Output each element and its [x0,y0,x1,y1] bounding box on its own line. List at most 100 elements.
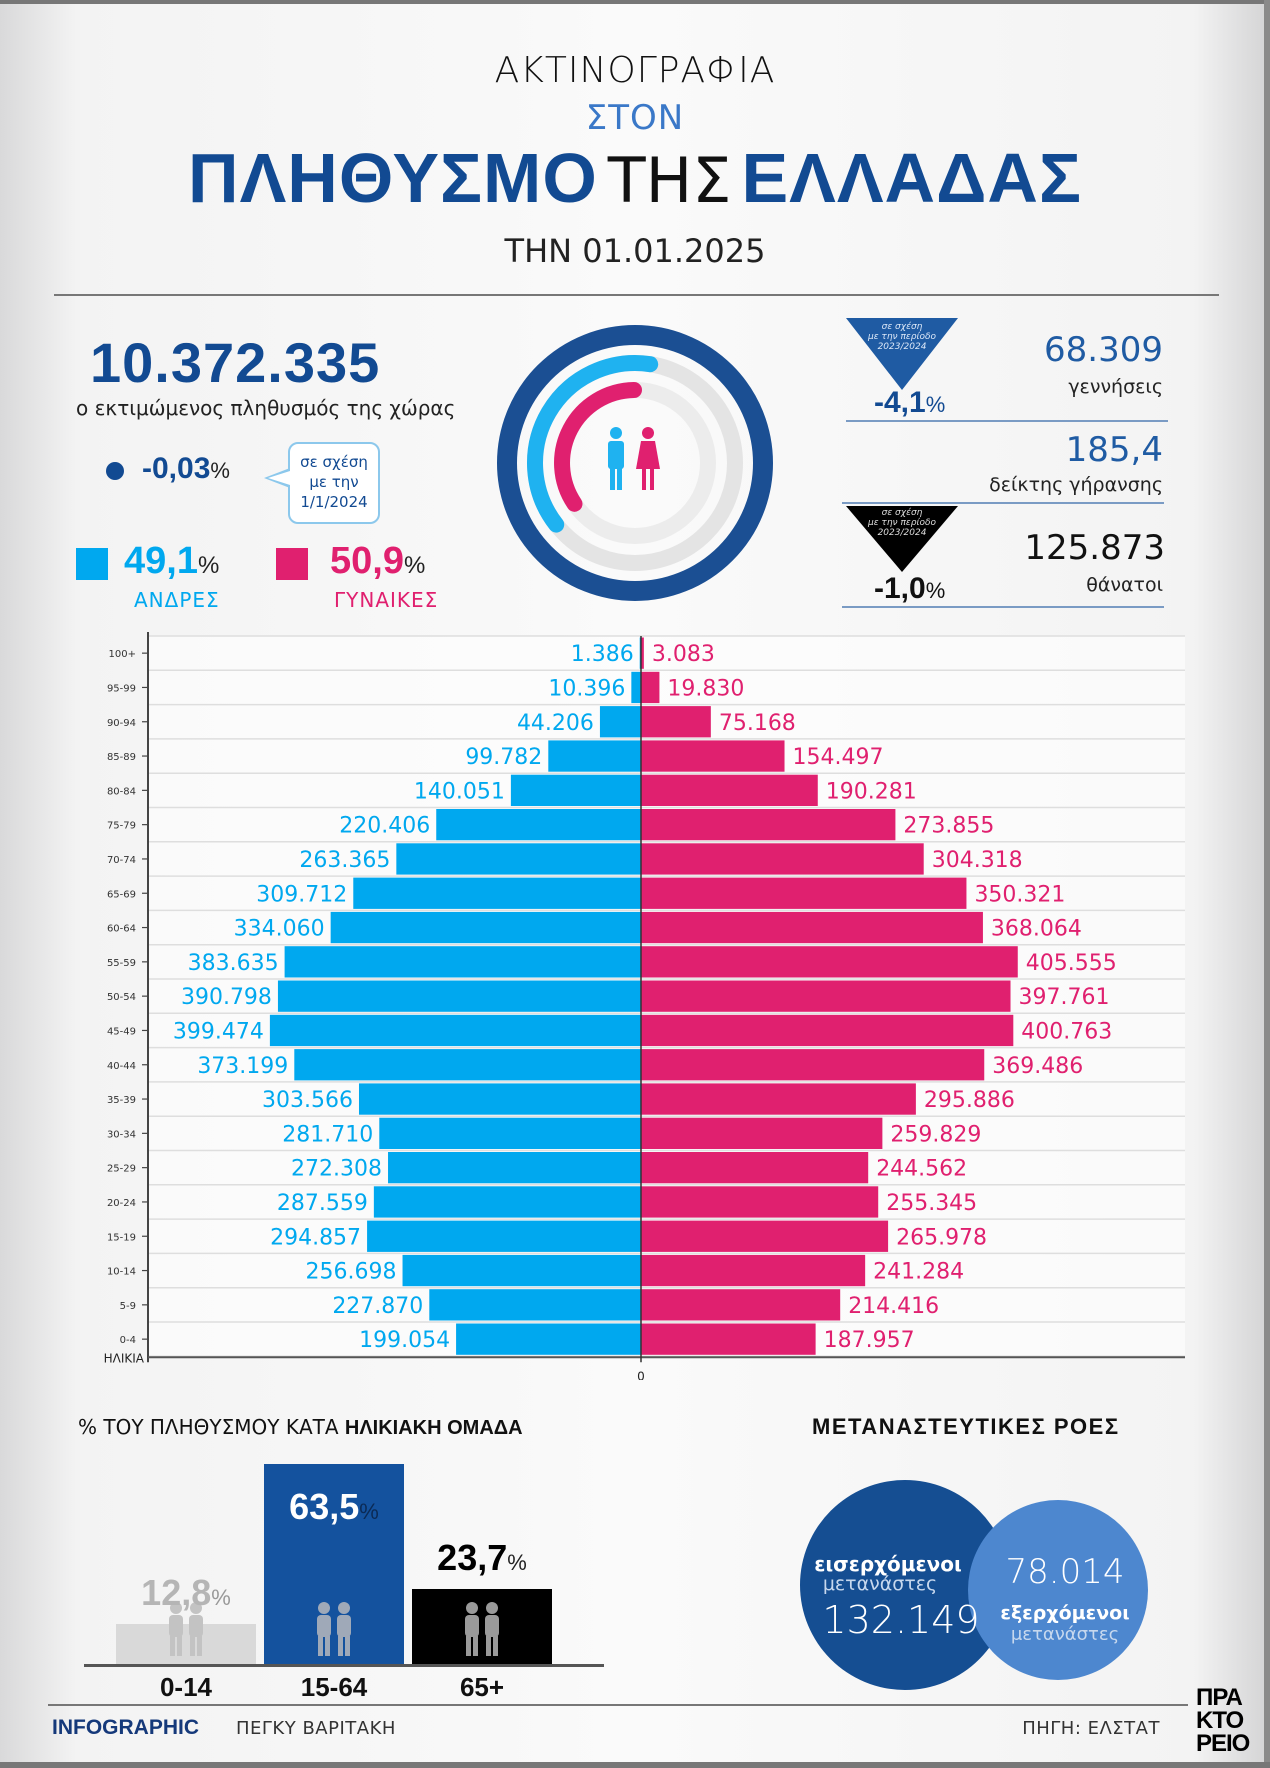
female-share-unit: % [403,552,426,579]
male-bar [330,911,641,944]
age-tick-label: 55-59 [107,958,136,969]
pyramid-labels: 1.386 3.083 10.396 19.830 44.206 75.168 99.782… [173,642,1117,1353]
female-bar [641,809,896,841]
age-tick-label: 0-4 [120,1335,136,1346]
male-value-label: 399.474 [173,1019,264,1044]
age-group-value-unit: % [507,1550,527,1576]
female-legend-swatch [276,548,308,580]
births-value: 68.309 [1044,330,1163,370]
female-bar [641,1117,883,1149]
female-value-label: 259.829 [890,1122,981,1147]
deaths-divider [842,606,1164,608]
male-value-label: 334.060 [234,917,325,942]
female-share-value: 50,9 [330,540,404,582]
y-axis-title: ΗΛΙΚΙΑ [104,1351,145,1365]
divider [54,294,1219,296]
female-value-label: 19.830 [667,676,744,701]
deaths-value: 125.873 [1024,528,1165,568]
age-group-value-65+: 23,7% [402,1537,562,1579]
age-tick-label: 70-74 [107,855,136,866]
comparison-bubble: σε σχέση με την 1/1/2024 [288,442,380,524]
births-divider [846,420,1168,422]
age-tick-label: 100+ [109,649,136,660]
female-bar [641,1323,816,1355]
comparison-line2: με την [309,473,359,491]
woman-icon [636,427,660,490]
age-group-category-label: 0-14 [159,1672,213,1702]
age-tick-label: 5-9 [120,1301,136,1312]
people-icon [465,1602,499,1656]
births-change-note: σε σχέση με την περίοδο 2023/2024 [847,322,957,352]
female-bar [641,1083,916,1115]
migration-title: ΜΕΤΑΝΑΣΤΕΥΤΙΚΕΣ ΡΟΕΣ [812,1414,1120,1439]
age-group-title-bold: ΗΛΙΚΙΑΚΗ ΟΜΑΔΑ [344,1417,523,1439]
age-group-category-label: 65+ [459,1672,505,1702]
male-value-label: 272.308 [291,1157,382,1182]
births-change-value: -4,1 [874,386,926,419]
male-share-value: 49,1 [124,540,198,582]
deaths-change: -1,0% [874,572,945,606]
male-value-label: 220.406 [339,814,430,839]
female-bar [641,671,660,704]
deaths-note-line3: 2023/2024 [877,528,927,538]
frame-right [1264,0,1270,1768]
logo-line1: ΠΡΑ [1196,1684,1243,1711]
deaths-change-value: -1,0 [874,572,926,605]
speech-bubble-tail-inner [268,471,290,485]
male-value-label: 199.054 [359,1328,450,1353]
female-label: ΓΥΝΑΙΚΕΣ [334,588,439,612]
age-tick-label: 10-14 [107,1267,136,1278]
age-group-bar-15-64 [264,1464,404,1664]
female-bar [641,774,818,806]
male-value-label: 140.051 [414,779,505,804]
male-bar [294,1049,641,1081]
male-value-label: 309.712 [256,882,347,907]
births-change-unit: % [925,392,946,417]
people-icon [169,1602,203,1656]
age-tick-label: 15-19 [107,1232,136,1243]
incoming-migrants-sublabel: μετανάστες [822,1573,938,1595]
age-tick-label: 85-89 [107,752,136,763]
female-bar [641,1289,841,1321]
age-tick-label: 80-84 [107,786,136,797]
male-value-label: 10.396 [548,676,625,701]
female-value-label: 190.281 [826,779,917,804]
age-tick-label: 25-29 [107,1164,136,1175]
births-note-line2: με την περίοδο [867,332,937,342]
male-value-label: 281.710 [282,1122,373,1147]
man-icon [608,427,624,490]
male-bar [367,1220,641,1252]
header-line2: ΣΤΟΝ [585,98,685,138]
male-label: ΑΝΔΡΕΣ [134,588,220,612]
female-value-label: 255.345 [886,1191,977,1216]
deaths-note-line1: σε σχέση [881,508,923,518]
male-value-label: 99.782 [465,745,542,770]
male-share-unit: % [197,552,220,579]
comparison-line3: 1/1/2024 [300,493,368,511]
female-bar [641,706,711,738]
incoming-migrants-label: εισερχόμενοι [814,1552,962,1576]
age-tick-label: 20-24 [107,1198,136,1209]
female-value-label: 369.486 [992,1054,1083,1079]
age-tick-label: 75-79 [107,821,136,832]
age-tick-label: 95-99 [107,683,136,694]
male-value-label: 294.857 [270,1225,361,1250]
pyramid-axis: 100+ 95-99 90-94 85-89 80-84 75-79 70-74 65-69 6… [104,632,1185,1380]
age-tick-label: 65-69 [107,889,136,900]
female-value-label: 75.168 [719,711,796,736]
header-date: ΤΗΝ 01.01.2025 [504,232,766,270]
male-bar [456,1323,641,1355]
male-value-label: 256.698 [306,1260,397,1285]
infographic-label: INFOGRAPHIC [52,1716,199,1739]
outgoing-migrants-value: 78.014 [1005,1552,1125,1592]
age-group-bar-65+ [412,1589,552,1664]
deaths-label: θάνατοι [1086,574,1163,596]
male-bar [277,980,641,1012]
births-note-line3: 2023/2024 [877,342,927,352]
male-value-label: 263.365 [299,848,390,873]
female-bar [641,740,785,772]
age-group-value-number: 63,5 [289,1486,360,1527]
male-bar [510,774,641,806]
bullet-icon [106,462,124,480]
male-bar [402,1254,641,1287]
